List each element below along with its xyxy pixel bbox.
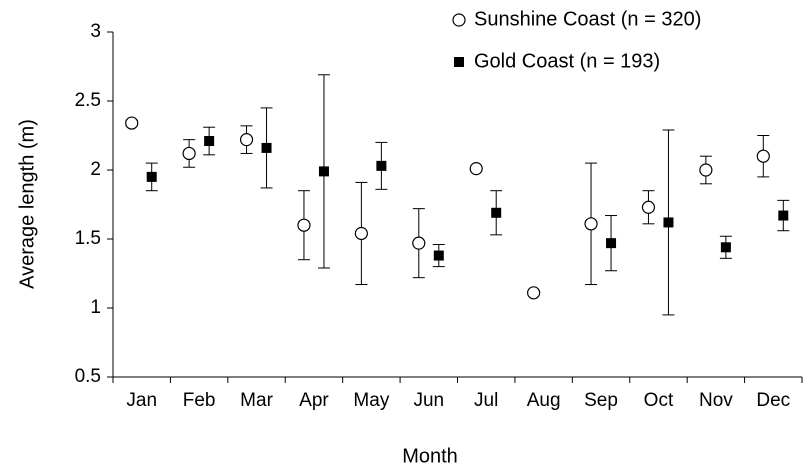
legend-label: Sunshine Coast (n = 320) [474,8,701,30]
x-tick-label: May [353,390,389,411]
x-tick-label: Aug [527,390,561,411]
point [756,149,770,163]
point [146,171,157,182]
x-tick-label: Dec [756,390,790,411]
point [641,200,656,214]
point [297,218,311,232]
point [354,226,368,241]
legend-marker [452,13,466,27]
point [204,136,215,147]
x-tick-label: Jan [126,390,157,411]
point [182,146,196,161]
y-tick-label: 2.5 [75,90,101,111]
legend-marker [454,57,464,67]
legend-label: Gold Coast (n = 193) [474,50,660,72]
point [125,116,139,130]
point [318,166,329,177]
y-tick-label: 0.5 [75,366,101,387]
point [239,133,254,147]
point [376,160,387,171]
x-tick-label: Nov [699,390,733,411]
y-tick-label: 3 [90,21,101,42]
point [663,217,674,228]
y-tick-label: 1 [90,297,101,318]
x-tick-label: Mar [240,390,273,411]
x-tick-label: Jul [474,390,498,411]
point [699,163,713,177]
point [433,250,444,261]
x-tick-label: Feb [183,390,216,411]
point [527,286,541,300]
point [720,242,731,253]
point [584,217,598,231]
x-axis-label: Month [402,445,458,467]
point [491,207,502,218]
point [261,142,272,153]
point [469,162,483,176]
x-tick-label: Sep [584,390,618,411]
point [778,210,789,221]
point [606,238,617,249]
x-tick-label: Oct [644,390,674,411]
x-tick-label: Apr [299,390,329,411]
y-tick-label: 1.5 [75,228,101,249]
x-tick-label: Jun [413,390,444,411]
y-axis-label: Average length (m) [16,119,38,289]
point [412,236,426,250]
y-tick-label: 2 [90,159,101,180]
